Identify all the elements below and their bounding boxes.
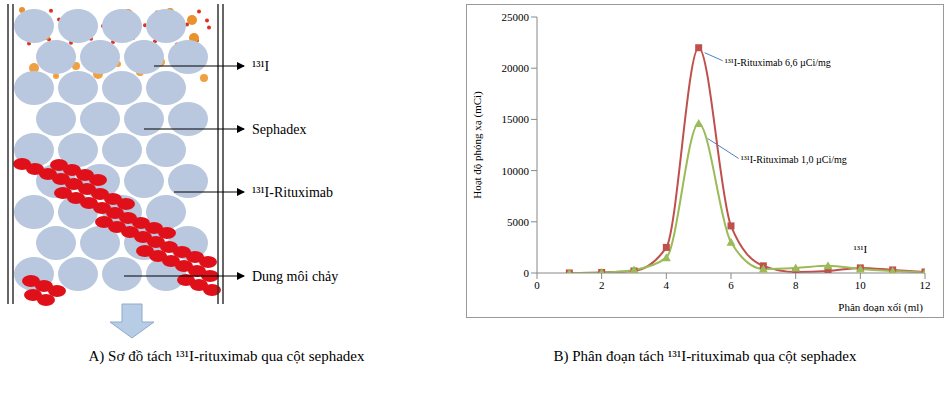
svg-text:0: 0 [534, 279, 540, 291]
svg-text:20000: 20000 [502, 62, 530, 74]
svg-text:4: 4 [664, 279, 670, 291]
svg-text:10000: 10000 [502, 165, 530, 177]
html-text:B) Phân đoạn tách ¹³¹I-rituxim: B) Phân đoạn tách ¹³¹I-rituximab qua cột… [553, 348, 857, 364]
svg-text:Sephadex: Sephadex [252, 122, 306, 137]
svg-text:Dung môi chảy: Dung môi chảy [252, 269, 338, 284]
svg-text:Phân đoạn xối (ml): Phân đoạn xối (ml) [838, 301, 923, 314]
svg-text:Hoạt độ phóng xạ (mCi): Hoạt độ phóng xạ (mCi) [471, 91, 484, 199]
svg-text:25000: 25000 [502, 11, 530, 23]
svg-text:¹³¹I-Rituximab 6,6 µCi/mg: ¹³¹I-Rituximab 6,6 µCi/mg [725, 57, 831, 68]
svg-text:15000: 15000 [502, 113, 530, 125]
svg-text:6: 6 [728, 279, 734, 291]
svg-text:¹³¹I-Rituximab 1,0 µCi/mg: ¹³¹I-Rituximab 1,0 µCi/mg [741, 154, 847, 165]
svg-text:¹³¹I: ¹³¹I [252, 59, 270, 74]
html-text:A) Sơ đồ tách ¹³¹I-rituximab q: A) Sơ đồ tách ¹³¹I-rituximab qua cột sep… [88, 348, 365, 364]
svg-text:8: 8 [793, 279, 799, 291]
svg-text:2: 2 [599, 279, 605, 291]
svg-text:0: 0 [524, 267, 530, 279]
svg-text:¹³¹I-Rituximab: ¹³¹I-Rituximab [252, 185, 333, 200]
svg-text:12: 12 [920, 279, 931, 291]
svg-text:¹³¹I: ¹³¹I [854, 243, 868, 255]
svg-text:10: 10 [855, 279, 867, 291]
svg-text:5000: 5000 [507, 216, 530, 228]
